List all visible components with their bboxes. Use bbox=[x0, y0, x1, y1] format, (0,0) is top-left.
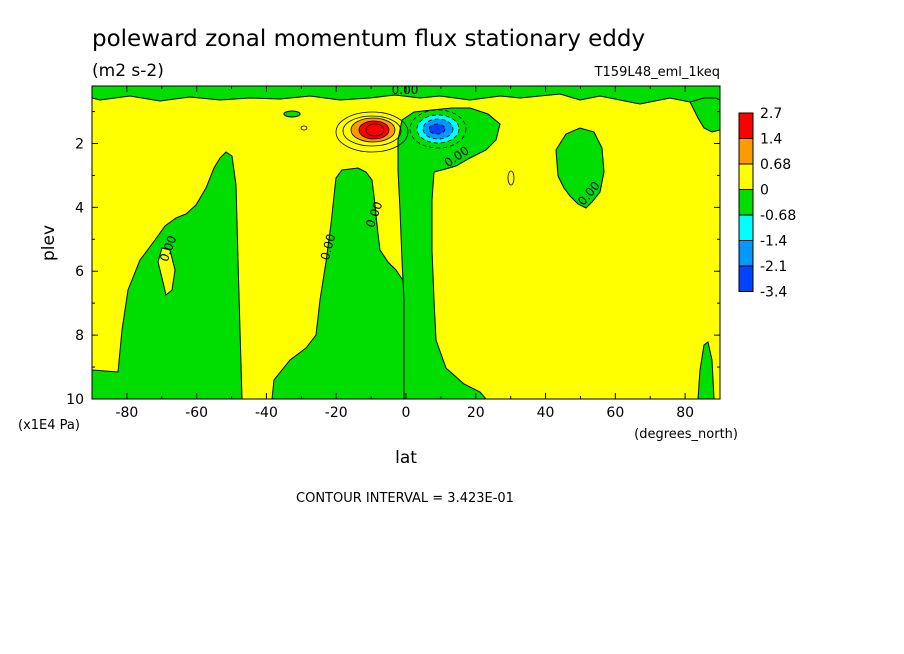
y-tick-label: 2 bbox=[75, 136, 84, 152]
colorbar-swatch bbox=[738, 163, 754, 190]
colorbar-swatch bbox=[738, 138, 754, 165]
x-tick-label: 80 bbox=[676, 405, 694, 421]
colorbar-label: 1.4 bbox=[760, 132, 782, 148]
x-tick-label: -40 bbox=[255, 405, 278, 421]
colorbar-label: -0.68 bbox=[760, 208, 796, 224]
negative-region-top-right bbox=[689, 97, 720, 133]
negative-min-cell bbox=[409, 109, 467, 149]
negative-region-top bbox=[92, 86, 720, 105]
negative-region-bottom-right bbox=[697, 341, 715, 399]
x-tick-label: 0 bbox=[402, 405, 411, 421]
contour-label: 0.00 bbox=[318, 232, 338, 261]
colorbar-swatch bbox=[738, 240, 754, 267]
negative-region-center-right bbox=[397, 107, 501, 399]
colorbar-swatch bbox=[738, 265, 754, 292]
y-axis-label: plev bbox=[39, 225, 59, 261]
negative-region-left bbox=[92, 151, 243, 399]
y-tick-label: 4 bbox=[75, 200, 84, 216]
x-tick-label: -20 bbox=[325, 405, 348, 421]
small-contour-loop bbox=[300, 125, 308, 131]
small-contour-loop-right bbox=[507, 170, 515, 186]
negative-region-right bbox=[555, 127, 605, 209]
chart-title: poleward zonal momentum flux stationary … bbox=[92, 26, 645, 52]
positive-max-cell bbox=[335, 111, 409, 153]
y-tick-label: 10 bbox=[66, 392, 84, 408]
y-tick-label: 8 bbox=[75, 328, 84, 344]
x-unit-label: (degrees_north) bbox=[634, 427, 738, 442]
colorbar-label: -3.4 bbox=[760, 285, 787, 301]
colorbar-label: 0.68 bbox=[760, 157, 791, 173]
colorbar-label: 0 bbox=[760, 183, 769, 199]
colorbar: 2.7 1.4 0.68 0 -0.68 -1.4 -2.1 -3.4 bbox=[738, 106, 796, 301]
x-tick-label: 60 bbox=[606, 405, 624, 421]
x-tick-label: 40 bbox=[537, 405, 555, 421]
x-tick-label: -60 bbox=[185, 405, 208, 421]
dataset-label: T159L48_eml_1keq bbox=[594, 65, 720, 80]
colorbar-swatch bbox=[738, 214, 754, 241]
colorbar-label: -2.1 bbox=[760, 259, 787, 275]
x-axis-label: lat bbox=[395, 448, 417, 468]
plot-area: 0.00 0.00 0.00 0.00 0.00 0.00 bbox=[92, 83, 720, 399]
y-tick-label: 6 bbox=[75, 264, 84, 280]
colorbar-swatch bbox=[738, 112, 754, 139]
contour-label: 0.00 bbox=[392, 83, 419, 97]
x-tick-label: -80 bbox=[115, 405, 138, 421]
small-negative-oval bbox=[283, 110, 301, 118]
x-axis: -80 -60 -40 -20 0 20 40 60 80 bbox=[91, 86, 721, 421]
colorbar-label: 2.7 bbox=[760, 106, 782, 122]
chart-units: (m2 s-2) bbox=[92, 61, 164, 81]
colorbar-swatch bbox=[738, 189, 754, 216]
colorbar-label: -1.4 bbox=[760, 234, 787, 250]
contour-interval-note: CONTOUR INTERVAL = 3.423E-01 bbox=[296, 491, 514, 506]
x-tick-label: 20 bbox=[467, 405, 485, 421]
y-unit-label: (x1E4 Pa) bbox=[18, 418, 80, 433]
y-axis: 2 4 6 8 10 bbox=[66, 111, 720, 408]
